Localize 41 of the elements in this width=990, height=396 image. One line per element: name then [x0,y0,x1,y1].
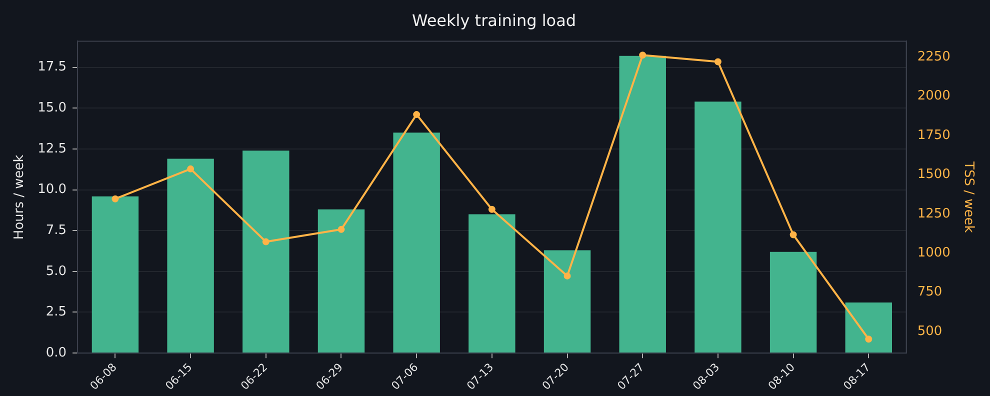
y-tick-label: 0.0 [46,345,67,360]
point [338,226,345,233]
y2-axis-title: TSS / week [960,160,976,234]
y2-tick-label: 2000 [917,88,950,104]
y2-tick-label: 750 [917,284,942,300]
point [639,52,646,59]
bar [393,132,440,353]
y2-tick-label: 1000 [917,245,950,260]
point [865,336,872,343]
bar [92,196,139,353]
point [187,165,194,172]
y-tick-label: 17.5 [38,60,67,75]
y-tick-label: 7.5 [46,222,67,238]
point [714,58,722,66]
point [488,206,496,213]
bar [167,158,214,353]
point [413,111,420,118]
y-tick-label: 2.5 [46,304,67,320]
point [262,238,270,246]
point [790,231,797,238]
y2-tick-label: 500 [917,324,942,339]
y-tick-label: 5.0 [46,264,67,279]
y-axis-title: Hours / week [12,154,28,240]
chart-title: Weekly training load [412,10,576,30]
bar [845,302,892,353]
bar [694,102,742,353]
y2-tick-label: 2250 [917,50,950,65]
bar [770,252,817,353]
y-tick-label: 10.0 [38,182,67,198]
bar [468,214,516,353]
y-tick-label: 15.0 [38,100,67,116]
point [112,195,119,202]
bar [544,250,591,353]
bar [318,209,365,353]
y2-tick-label: 1500 [917,167,950,182]
y2-tick-label: 1250 [917,206,950,222]
y-tick-label: 12.5 [38,141,67,156]
bar [242,150,290,353]
bar [619,56,666,353]
y2-tick-label: 1750 [917,128,950,143]
point [564,272,571,280]
